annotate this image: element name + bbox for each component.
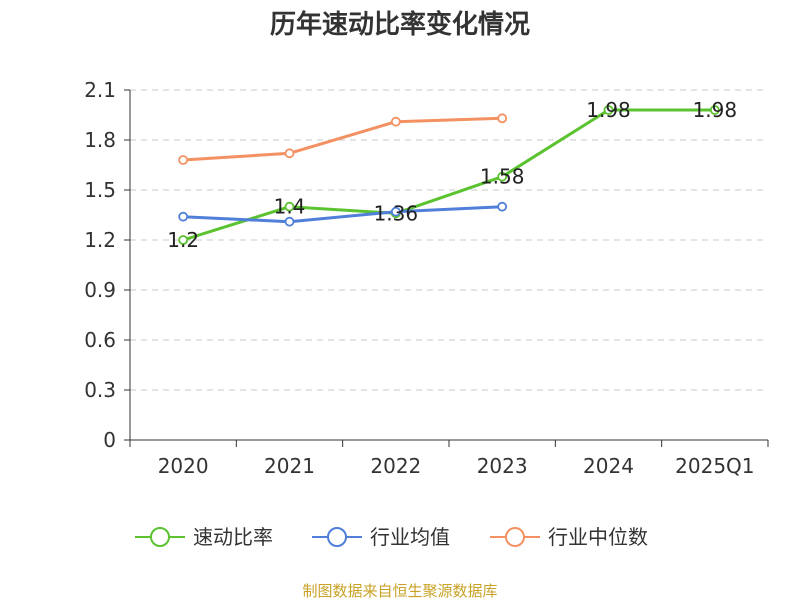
legend-label-1: 行业均值: [370, 525, 450, 549]
data-label-0-4: 1.98: [586, 98, 631, 122]
x-tick-label-3: 2023: [477, 454, 528, 478]
series-0-point-5: [709, 105, 720, 115]
source-footer: 制图数据来自恒生聚源数据库: [302, 582, 497, 600]
data-labels: 1.2 1.4 1.36 1.58 1.98 1.98: [167, 98, 737, 252]
series-0-point-3: [497, 171, 508, 182]
series-1-point-3: [497, 201, 508, 212]
data-label-0-0: 1.2: [167, 228, 199, 252]
x-tick-label-4: 2024: [583, 454, 634, 478]
x-tick-label-5: 2025Q1: [675, 454, 754, 478]
series-1-point-1: [284, 216, 295, 227]
x-tick-label-1: 2021: [264, 454, 315, 478]
y-tick-label-5: 1.5: [84, 178, 116, 202]
legend-swatch-marker-0: [150, 527, 170, 547]
data-label-0-3: 1.58: [480, 165, 525, 189]
series-2-point-2: [390, 116, 401, 127]
chart-title: 历年速动比率变化情况: [270, 9, 530, 40]
series-2-point-3: [497, 113, 508, 124]
series-1-point-2: [390, 206, 401, 217]
grid: [130, 89, 768, 391]
x-tick-label-2: 2022: [370, 454, 421, 478]
y-tick-label-1: 0.3: [84, 378, 116, 402]
y-tick-label-7: 2.1: [84, 78, 116, 102]
series-line-1: [183, 205, 503, 224]
y-tick-label-0: 0: [103, 428, 116, 452]
series-2-point-0: [178, 155, 189, 165]
series-line-2: [183, 116, 503, 162]
legend-swatch-marker-1: [327, 527, 347, 547]
legend-label-2: 行业中位数: [548, 525, 648, 549]
series-0-point-0: [178, 235, 189, 245]
axes: 0 0.3 0.6 0.9 1.2 1.5 1.8 2.1 2020 2021 2022 2023 20…: [84, 78, 769, 478]
y-tick-label-2: 0.6: [84, 328, 116, 352]
data-label-0-2: 1.36: [374, 201, 419, 225]
series-0-point-4: [603, 105, 614, 115]
series-layer: [178, 105, 720, 245]
series-0-point-1: [284, 201, 295, 212]
legend-label-0: 速动比率: [193, 525, 273, 549]
series-line-0: [182, 108, 715, 242]
data-label-0-1: 1.4: [274, 195, 306, 219]
legend: 速动比率 行业均值 行业中位数: [135, 525, 648, 549]
data-label-0-5: 1.98: [693, 98, 738, 122]
series-2-point-1: [284, 148, 295, 159]
y-tick-label-3: 0.9: [84, 278, 116, 302]
y-tick-label-4: 1.2: [84, 228, 116, 252]
x-tick-label-0: 2020: [158, 454, 209, 478]
y-tick-label-6: 1.8: [84, 128, 116, 152]
legend-swatch-marker-2: [505, 527, 525, 547]
series-1-point-0: [178, 211, 189, 222]
